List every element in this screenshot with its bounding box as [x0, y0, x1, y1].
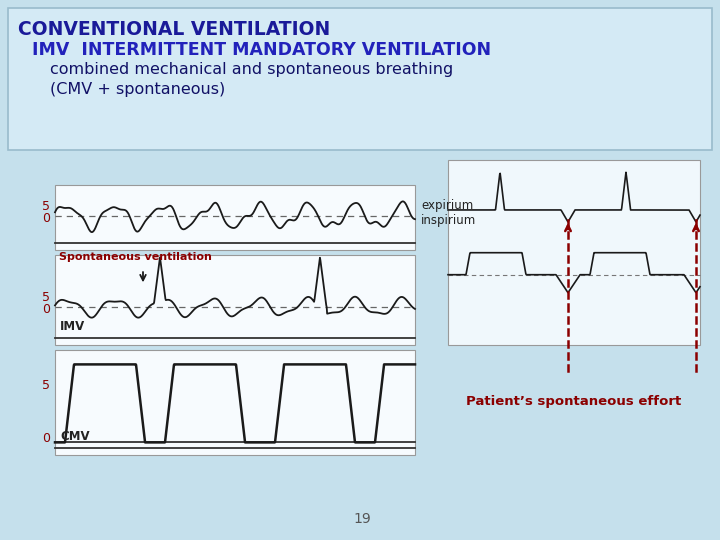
Text: combined mechanical and spontaneous breathing: combined mechanical and spontaneous brea…	[50, 62, 454, 77]
Text: CMV: CMV	[60, 430, 89, 443]
Text: 5: 5	[42, 379, 50, 392]
Text: 5: 5	[42, 291, 50, 303]
Text: inspirium: inspirium	[421, 214, 476, 227]
Text: expirium: expirium	[421, 199, 473, 212]
Text: IMV: IMV	[60, 320, 85, 333]
Bar	[55, 185, 415, 250]
Text: Spontaneous ventilation: Spontaneous ventilation	[59, 252, 212, 262]
Text: IMV  INTERMITTENT MANDATORY VENTILATION: IMV INTERMITTENT MANDATORY VENTILATION	[32, 41, 491, 59]
Text: CONVENTIONAL VENTILATION: CONVENTIONAL VENTILATION	[18, 20, 330, 39]
Text: (CMV + spontaneous): (CMV + spontaneous)	[50, 82, 225, 97]
Bar	[448, 160, 700, 345]
Text: 0: 0	[42, 432, 50, 445]
Bar	[55, 350, 415, 455]
Text: 0: 0	[42, 303, 50, 316]
Bar	[55, 255, 415, 345]
Text: 5: 5	[42, 200, 50, 213]
Bar	[8, 8, 712, 150]
Text: Patient’s spontaneous effort: Patient’s spontaneous effort	[467, 395, 682, 408]
Text: 19: 19	[353, 512, 371, 526]
Text: 0: 0	[42, 212, 50, 225]
